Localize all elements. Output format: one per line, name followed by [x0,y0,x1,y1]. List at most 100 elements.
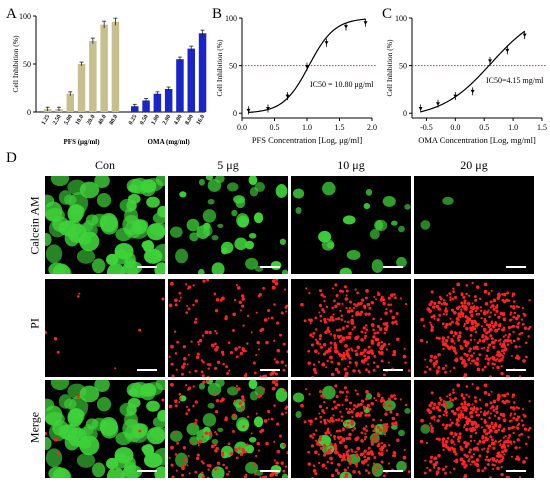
dead-cell [351,314,354,318]
dead-cell [245,473,248,476]
dead-cell [463,440,467,445]
dead-cell [168,456,171,459]
dead-cell [429,354,434,358]
dead-cell [516,426,520,430]
dead-cell [442,347,445,351]
live-cell [226,182,239,192]
dead-cell [465,409,468,412]
dead-cell [312,464,316,467]
dead-cell [348,461,352,465]
dead-cell [474,422,478,426]
live-cell [281,269,288,274]
live-cell [248,232,257,239]
dead-cell [446,395,449,398]
dead-cell [282,368,286,372]
dead-cell [502,340,506,343]
dead-cell [284,407,288,410]
dead-cell [495,353,499,357]
dead-cell [445,414,448,417]
dead-cell [467,294,471,297]
dead-cell [335,429,339,433]
dead-cell [422,425,426,428]
dead-cell [323,317,327,322]
live-cell [179,191,187,198]
dead-cell [458,305,461,309]
dead-cell [444,410,448,415]
dead-cell [224,315,228,319]
dead-cell [501,293,504,296]
dead-cell [424,459,427,462]
dead-cell [364,435,368,439]
dead-cell [508,319,512,322]
dead-cell [522,460,526,464]
dead-cell [283,389,287,392]
live-cell [130,381,150,399]
dead-cell [375,298,378,301]
dead-cell [273,440,276,443]
dead-cell [486,463,490,466]
dead-cell [222,463,225,467]
dead-cell [441,322,445,326]
dead-cell [495,410,499,414]
x-tick-label: 2.00 [162,114,172,126]
dead-cell [485,354,489,358]
dead-cell [459,445,462,449]
dead-cell [364,413,368,417]
dead-cell [497,353,502,358]
y-tick-label: 50 [23,60,31,69]
live-cell [152,416,165,428]
dead-cell [372,361,376,364]
dead-cell [386,425,389,428]
dead-cell [475,306,479,310]
dead-cell [206,363,210,366]
dead-cell [367,345,371,349]
dead-cell [488,315,491,319]
dead-cell [375,337,380,342]
dead-cell [515,417,519,422]
dead-cell [236,355,239,358]
dead-cell [168,303,173,308]
dead-cell [469,448,472,452]
dead-cell [76,396,80,399]
dead-cell [310,444,315,448]
dead-cell [456,438,459,441]
dead-cell [170,362,174,366]
dead-cell [430,401,434,405]
dead-cell [206,279,210,282]
dead-cell [250,432,253,435]
dead-cell [450,345,454,349]
dead-cell [470,321,475,326]
dead-cell [169,281,174,286]
bar [77,64,86,112]
live-cell [248,436,257,443]
x-tick-label: 2.0 [367,123,377,132]
bar [187,48,195,112]
live-cell [207,198,215,205]
dead-cell [477,413,481,417]
dead-cell [329,315,334,320]
dead-cell [275,380,279,382]
dead-cell [487,292,491,296]
dead-cell [240,294,245,298]
dead-cell [377,393,381,398]
dead-cell [471,403,474,406]
dead-cell [322,411,326,414]
dead-cell [492,446,496,450]
dead-cell [214,409,219,414]
dead-cell [181,466,185,471]
dead-cell [404,462,407,465]
x-tick-label: 1.0 [508,123,518,132]
dead-cell [475,407,479,411]
dead-cell [461,405,465,409]
panel-label-a: A [6,6,17,22]
dead-cell [359,301,363,305]
live-cell [215,380,225,388]
dead-cell [114,367,117,370]
dead-cell [429,358,433,363]
dead-cell [437,300,441,305]
dead-cell [521,323,525,326]
dead-cell [344,344,348,348]
dead-cell [232,329,235,332]
dead-cell [474,324,479,328]
dead-cell [508,339,512,343]
